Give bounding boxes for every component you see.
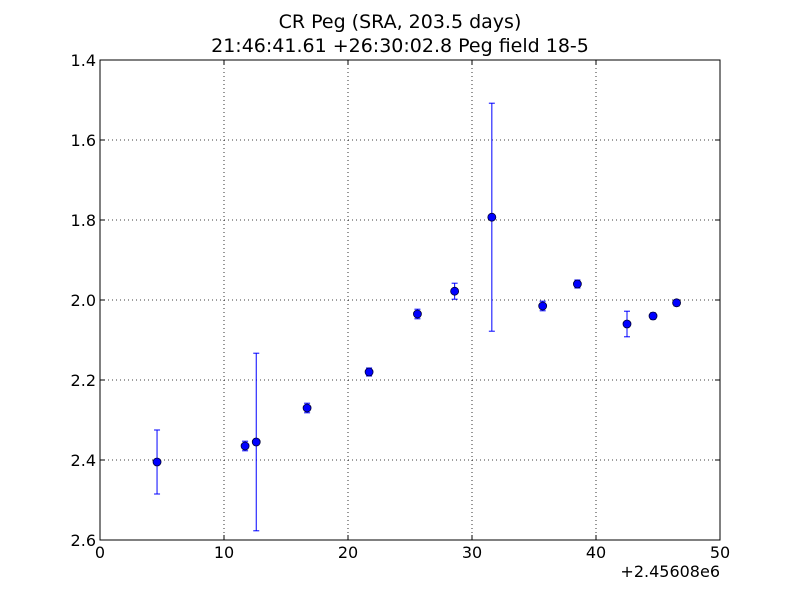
data-point (152, 429, 162, 495)
data-marker (251, 437, 261, 447)
x-tick-label: 20 (338, 543, 358, 562)
chart-title: CR Peg (SRA, 203.5 days) (278, 11, 522, 33)
x-tick-label: 50 (710, 543, 730, 562)
x-tick-label: 30 (462, 543, 482, 562)
data-marker (240, 441, 250, 451)
data-marker (413, 309, 422, 319)
data-point (251, 352, 261, 532)
y-tick-label: 1.6 (71, 131, 96, 150)
y-tick-label: 2.6 (71, 531, 96, 550)
data-marker (364, 367, 374, 377)
data-point (364, 367, 374, 377)
data-point (302, 402, 312, 414)
data-point (487, 102, 497, 332)
y-tick-label: 1.4 (71, 51, 96, 70)
data-point (672, 298, 681, 308)
data-point (240, 440, 250, 452)
data-marker (622, 319, 632, 329)
x-axis-offset-label: +2.45608e6 (620, 562, 720, 581)
data-marker (573, 279, 582, 289)
data-marker (648, 311, 658, 321)
x-tick-label: 0 (95, 543, 105, 562)
data-point (622, 310, 632, 338)
chart-subtitle: 21:46:41.61 +26:30:02.8 Peg field 18-5 (211, 35, 589, 57)
data-marker (487, 212, 497, 222)
x-tick-label: 40 (586, 543, 606, 562)
data-point (573, 279, 582, 289)
axis-ticks: 0 10 20 30 40 50 1.4 1.6 1.8 2.0 2.2 2.4 2.6 (71, 51, 731, 562)
data-point (538, 300, 548, 312)
y-tick-label: 2.4 (71, 451, 96, 470)
data-series (152, 102, 681, 532)
grid-lines (100, 60, 720, 540)
data-point (648, 311, 658, 321)
data-point (413, 308, 422, 320)
data-marker (672, 298, 681, 308)
data-marker (450, 286, 460, 296)
y-tick-label: 2.2 (71, 371, 96, 390)
data-marker (152, 457, 162, 467)
data-marker (302, 403, 312, 413)
data-point (450, 282, 460, 300)
y-tick-label: 2.0 (71, 291, 96, 310)
x-tick-label: 10 (214, 543, 234, 562)
y-tick-label: 1.8 (71, 211, 96, 230)
data-marker (538, 301, 548, 311)
